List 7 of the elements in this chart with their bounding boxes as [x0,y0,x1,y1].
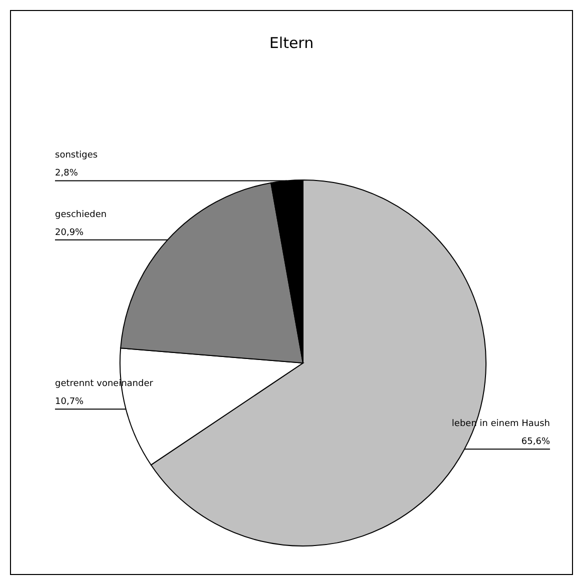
data-label: 65,6% [521,437,550,448]
slice-label: geschieden [55,210,107,220]
chart-title: Eltern [269,34,314,52]
data-label: 2,8% [55,168,78,179]
data-label: 10,7% [55,397,84,408]
data-label: 20,9% [55,228,84,238]
slice-label: sonstiges [55,150,98,161]
